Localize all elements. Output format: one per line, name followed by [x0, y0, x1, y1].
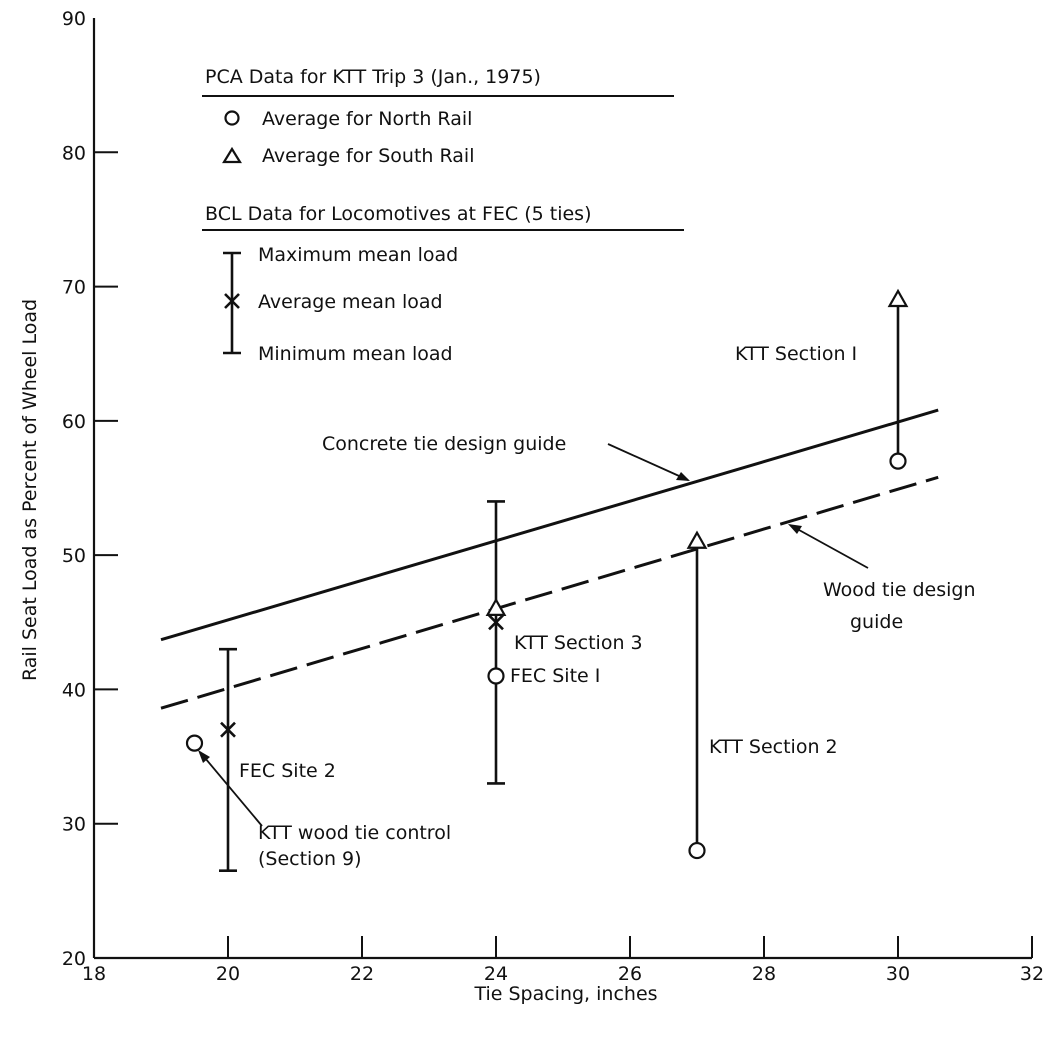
design-guides	[160, 408, 939, 710]
ticks	[94, 151, 1033, 958]
annotation-fec-site-2: FEC Site 2	[239, 760, 336, 782]
annotation-ktt-section-1: KTT Section I	[735, 343, 857, 365]
legend-circle-marker	[224, 110, 240, 126]
y-tick-label: 90	[62, 8, 86, 30]
south-rail-triangle-point	[686, 530, 708, 549]
concrete-guide-pointer	[607, 443, 689, 481]
annotation-wood-guide-line1: Wood tie design	[823, 579, 976, 601]
legend-pca-title: PCA Data for KTT Trip 3 (Jan., 1975)	[205, 66, 541, 88]
axes	[92, 18, 1032, 960]
range-bars	[219, 300, 900, 873]
north-rail-circle-point	[487, 667, 505, 685]
wood-tie-guide-line	[160, 475, 939, 710]
x-tick-label: 32	[1020, 963, 1044, 985]
y-tick-label: 40	[62, 679, 86, 701]
annotation-concrete-guide: Concrete tie design guide	[322, 433, 566, 455]
legend-south-rail: Average for South Rail	[262, 145, 474, 167]
north-rail-circle-point	[688, 841, 706, 860]
wood-control-pointer	[199, 751, 263, 827]
annotation-fec-site-1: FEC Site I	[510, 665, 600, 687]
concrete-guide-arrowhead	[676, 472, 690, 481]
x-tick-label: 30	[886, 963, 910, 985]
y-tick-label: 50	[62, 545, 86, 567]
wood-control-arrowhead	[198, 750, 210, 763]
annotation-section-9: (Section 9)	[258, 848, 362, 870]
y-tick-label: 30	[62, 814, 86, 836]
y-tick-label: 70	[62, 277, 86, 299]
x-tick-label: 26	[618, 963, 642, 985]
average-mean-load-x-point	[220, 721, 236, 738]
annotation-pointers	[198, 443, 869, 827]
annotations: Concrete tie design guide Wood tie desig…	[239, 343, 976, 870]
legend-max-load: Maximum mean load	[258, 244, 458, 266]
data-markers	[185, 288, 909, 860]
x-tick-label: 22	[350, 963, 374, 985]
legend: PCA Data for KTT Trip 3 (Jan., 1975) Ave…	[202, 66, 684, 365]
x-tick-label: 20	[216, 963, 240, 985]
legend-triangle-marker	[222, 146, 242, 164]
average-mean-load-x-point	[488, 614, 504, 631]
legend-north-rail: Average for North Rail	[262, 108, 472, 130]
north-rail-circle-point	[185, 734, 204, 752]
south-rail-triangle-point	[887, 288, 909, 308]
annotation-wood-guide-line2: guide	[850, 611, 903, 633]
wood-guide-pointer	[789, 524, 869, 569]
south-rail-triangle-point	[485, 597, 507, 616]
x-tick-label: 18	[82, 963, 106, 985]
y-tick-label: 60	[62, 411, 86, 433]
annotation-ktt-wood-control: KTT wood tie control	[258, 822, 451, 844]
y-tick-label: 20	[62, 948, 86, 970]
y-tick-label: 80	[62, 142, 86, 164]
legend-avg-load: Average mean load	[258, 291, 443, 313]
legend-bcl-title: BCL Data for Locomotives at FEC (5 ties)	[205, 203, 592, 225]
x-axis-title: Tie Spacing, inches	[473, 983, 657, 1005]
concrete-tie-guide-line	[160, 408, 939, 642]
x-tick-label: 24	[484, 963, 508, 985]
legend-min-load: Minimum mean load	[258, 343, 453, 365]
annotation-ktt-section-2: KTT Section 2	[709, 736, 838, 758]
annotation-ktt-section-3: KTT Section 3	[514, 632, 643, 654]
x-tick-label: 28	[752, 963, 776, 985]
wood-guide-arrowhead	[788, 524, 802, 534]
legend-x-marker	[224, 293, 240, 309]
y-axis-title: Rail Seat Load as Percent of Wheel Load	[19, 299, 41, 681]
north-rail-circle-point	[889, 452, 907, 470]
